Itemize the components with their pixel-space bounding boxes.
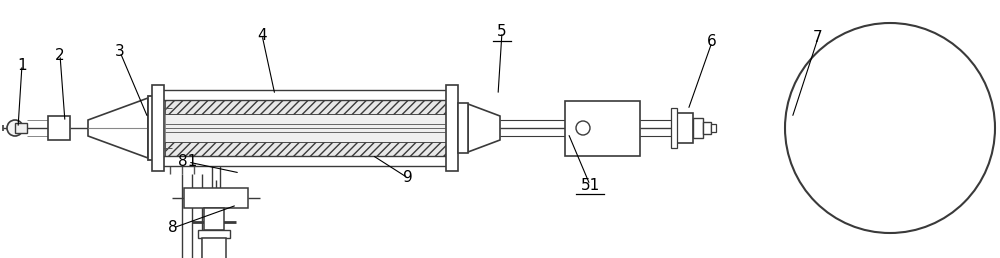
Bar xyxy=(565,101,640,156)
Circle shape xyxy=(576,121,590,135)
Text: 8: 8 xyxy=(168,221,178,236)
Bar xyxy=(703,122,711,134)
Bar xyxy=(165,100,450,114)
Bar xyxy=(675,113,693,143)
Text: 9: 9 xyxy=(403,171,413,186)
Text: 1: 1 xyxy=(17,58,27,72)
Bar xyxy=(160,156,450,166)
Bar xyxy=(198,230,230,238)
Bar xyxy=(202,238,226,258)
Text: 51: 51 xyxy=(580,178,600,192)
Circle shape xyxy=(7,120,23,136)
Circle shape xyxy=(785,23,995,233)
Text: 2: 2 xyxy=(55,47,65,62)
Text: 7: 7 xyxy=(813,30,823,45)
Bar xyxy=(458,103,468,153)
Polygon shape xyxy=(468,104,500,152)
Bar xyxy=(711,124,716,132)
Bar xyxy=(48,116,70,140)
Bar xyxy=(160,90,450,100)
Bar xyxy=(204,208,224,230)
Bar xyxy=(165,114,450,142)
Bar xyxy=(148,96,160,160)
Text: 3: 3 xyxy=(115,44,125,60)
Bar xyxy=(15,123,27,133)
Bar xyxy=(671,108,677,148)
Text: 4: 4 xyxy=(257,28,267,43)
Bar xyxy=(446,85,458,171)
Text: 5: 5 xyxy=(497,25,507,39)
Bar xyxy=(693,118,703,138)
Polygon shape xyxy=(88,98,148,158)
Text: 6: 6 xyxy=(707,35,717,50)
Bar xyxy=(184,188,248,208)
Bar xyxy=(165,142,450,156)
Text: 81: 81 xyxy=(178,155,198,170)
Bar xyxy=(152,85,164,171)
